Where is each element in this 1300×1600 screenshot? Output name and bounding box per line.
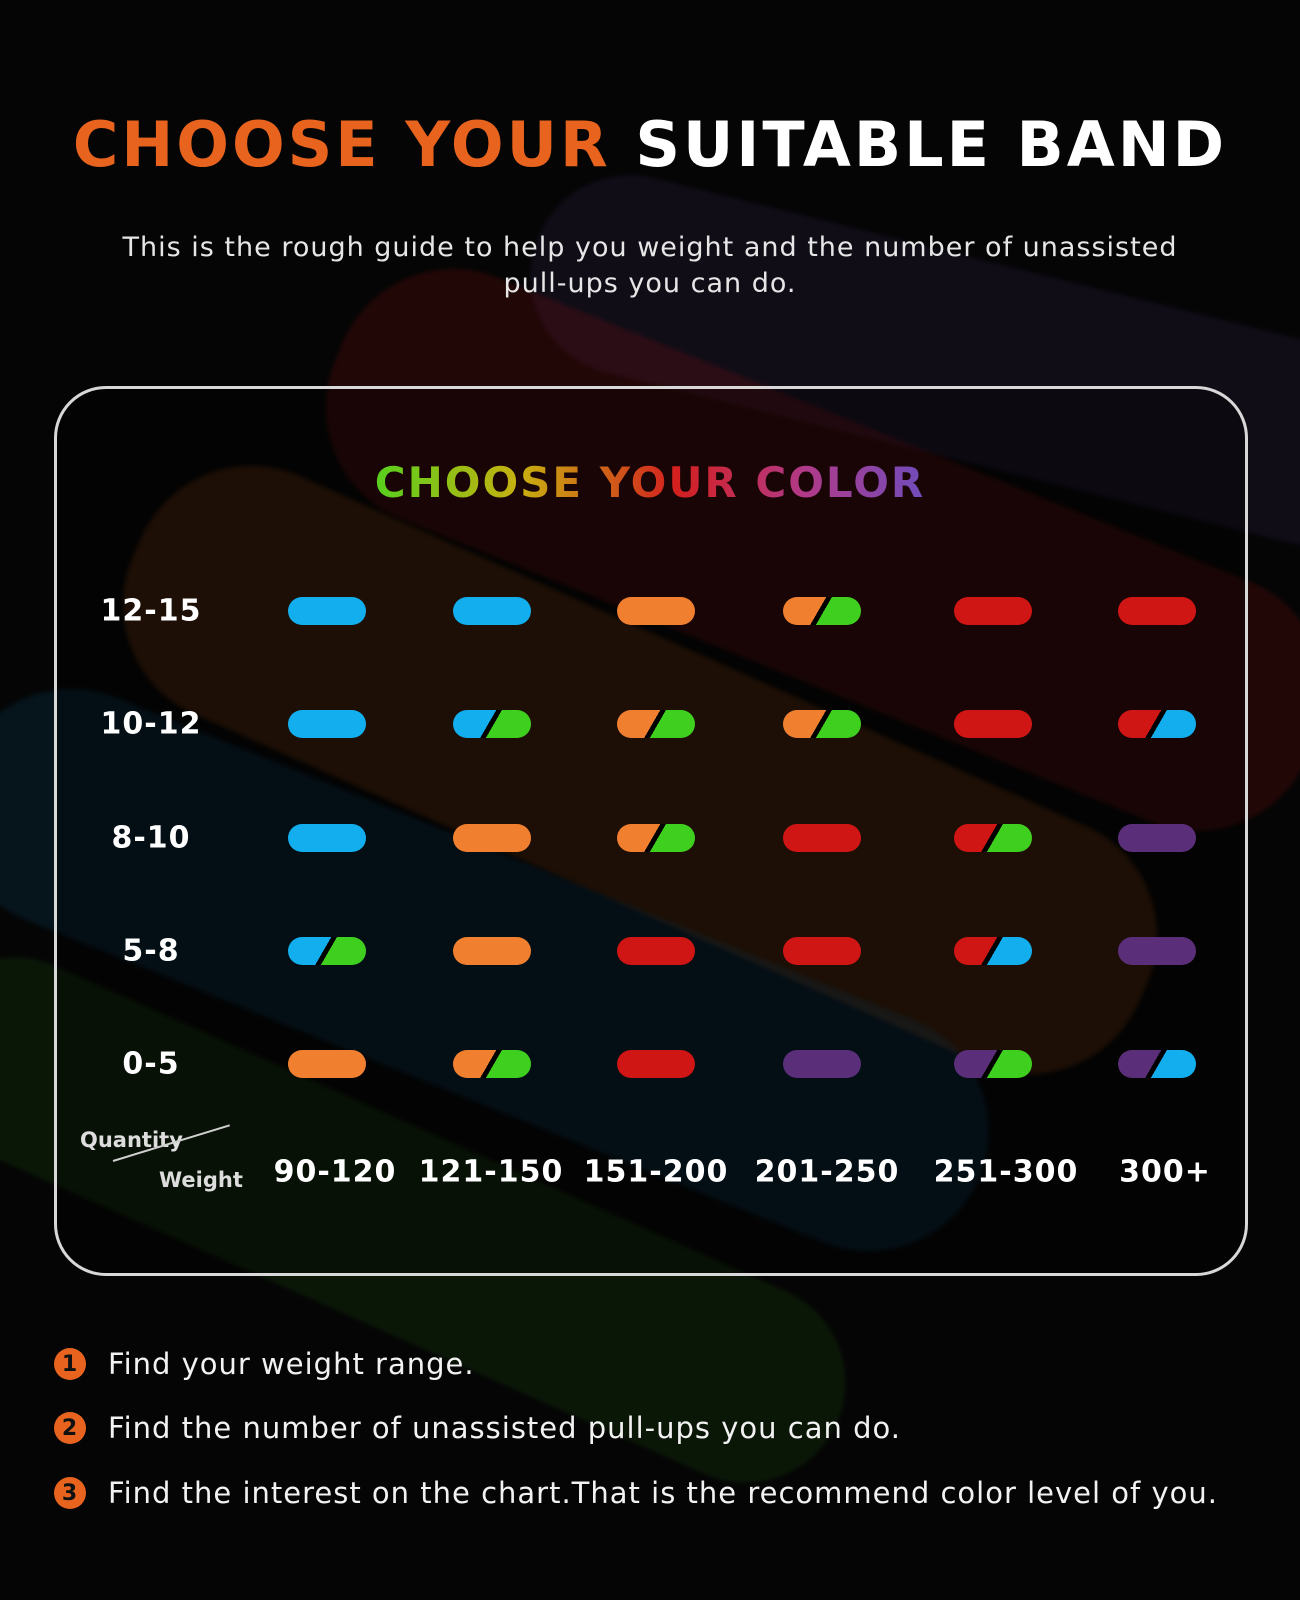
subtitle: This is the rough guide to help you weig…	[50, 230, 1250, 302]
band-color-pill-purple	[1118, 937, 1196, 965]
row-label: 0-5	[122, 1046, 180, 1082]
band-color-pill-red	[1118, 597, 1196, 625]
row-label: 12-15	[100, 593, 202, 629]
row-label: 8-10	[111, 820, 191, 856]
band-color-pill-blue-green	[288, 937, 366, 965]
band-color-pill-blue	[453, 597, 531, 625]
band-color-pill-orange	[453, 937, 531, 965]
subtitle-line-1: This is the rough guide to help you weig…	[122, 232, 1178, 263]
band-color-pill-orange-green	[783, 710, 861, 738]
band-color-pill-red	[783, 824, 861, 852]
band-color-pill-orange	[617, 597, 695, 625]
band-color-pill-blue-green	[453, 710, 531, 738]
band-color-pill-orange-green	[617, 710, 695, 738]
step-number-badge: 3	[54, 1477, 86, 1509]
row-label: 10-12	[100, 706, 202, 742]
step-text: Find the number of unassisted pull-ups y…	[108, 1411, 901, 1445]
chart-title: CHOOSE YOUR COLOR	[0, 458, 1300, 507]
band-color-pill-red-blue	[954, 937, 1032, 965]
band-color-pill-red	[783, 937, 861, 965]
band-color-pill-purple-blue	[1118, 1050, 1196, 1078]
band-color-pill-red-blue	[1118, 710, 1196, 738]
band-color-pill-red-green	[954, 824, 1032, 852]
step-number-badge: 2	[54, 1412, 86, 1444]
column-label: 121-150	[418, 1154, 564, 1190]
step-3: 3 Find the interest on the chart.That is…	[54, 1476, 1218, 1510]
band-color-pill-orange-green	[453, 1050, 531, 1078]
band-color-pill-red	[954, 597, 1032, 625]
column-label: 151-200	[583, 1154, 729, 1190]
page-title: CHOOSE YOUR SUITABLE BAND	[0, 108, 1300, 181]
band-color-pill-orange	[288, 1050, 366, 1078]
band-color-pill-red	[617, 1050, 695, 1078]
subtitle-line-2: pull-ups you can do.	[503, 268, 797, 299]
band-color-pill-blue	[288, 597, 366, 625]
band-color-pill-blue	[288, 710, 366, 738]
axis-weight-label: Weight	[159, 1168, 243, 1192]
title-highlight: CHOOSE YOUR	[72, 108, 611, 181]
band-color-pill-red	[954, 710, 1032, 738]
step-1: 1 Find your weight range.	[54, 1347, 475, 1381]
title-rest: SUITABLE BAND	[635, 108, 1228, 181]
row-label: 5-8	[122, 933, 180, 969]
column-label: 90-120	[273, 1154, 397, 1190]
band-color-pill-orange	[453, 824, 531, 852]
step-text: Find the interest on the chart.That is t…	[108, 1476, 1218, 1510]
column-label: 300+	[1119, 1154, 1211, 1190]
band-color-pill-purple-green	[954, 1050, 1032, 1078]
band-color-pill-purple	[783, 1050, 861, 1078]
band-color-pill-purple	[1118, 824, 1196, 852]
band-color-pill-orange-green	[617, 824, 695, 852]
band-color-pill-blue	[288, 824, 366, 852]
band-color-pill-orange-green	[783, 597, 861, 625]
axis-quantity-label: Quantity	[80, 1128, 183, 1152]
column-label: 251-300	[933, 1154, 1079, 1190]
band-color-pill-red	[617, 937, 695, 965]
step-text: Find your weight range.	[108, 1347, 475, 1381]
step-number-badge: 1	[54, 1348, 86, 1380]
column-label: 201-250	[754, 1154, 900, 1190]
step-2: 2 Find the number of unassisted pull-ups…	[54, 1411, 901, 1445]
